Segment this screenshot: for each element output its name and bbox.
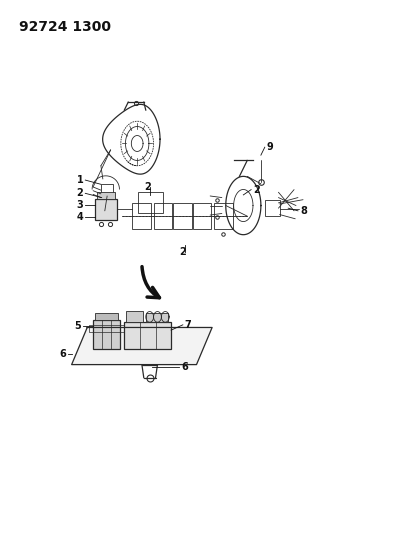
Polygon shape [72,327,212,365]
Text: 1: 1 [77,175,83,185]
Bar [101,184,114,196]
Bar [124,322,171,349]
Bar [95,313,118,319]
Text: 2: 2 [77,188,83,198]
Bar [95,199,116,220]
Text: 5: 5 [75,321,81,331]
Text: 2: 2 [253,184,260,195]
Bar [265,200,279,216]
Text: 6: 6 [181,362,187,372]
Text: 4: 4 [77,212,83,222]
Text: 2: 2 [144,182,151,192]
Text: 6: 6 [59,349,66,359]
Bar [89,325,124,332]
Text: 3: 3 [77,200,83,210]
Text: 7: 7 [185,320,191,330]
Bar [173,203,192,229]
Bar [154,203,172,229]
Bar [97,192,114,199]
Bar [214,203,233,229]
Text: 92724 1300: 92724 1300 [19,20,111,34]
Bar [146,313,169,322]
Bar [93,319,120,349]
Bar [138,192,163,214]
Text: 9: 9 [267,142,274,152]
Bar [126,311,143,322]
Bar [132,203,151,229]
Text: 8: 8 [300,206,307,216]
Bar [193,203,211,229]
Text: 2: 2 [180,247,186,257]
